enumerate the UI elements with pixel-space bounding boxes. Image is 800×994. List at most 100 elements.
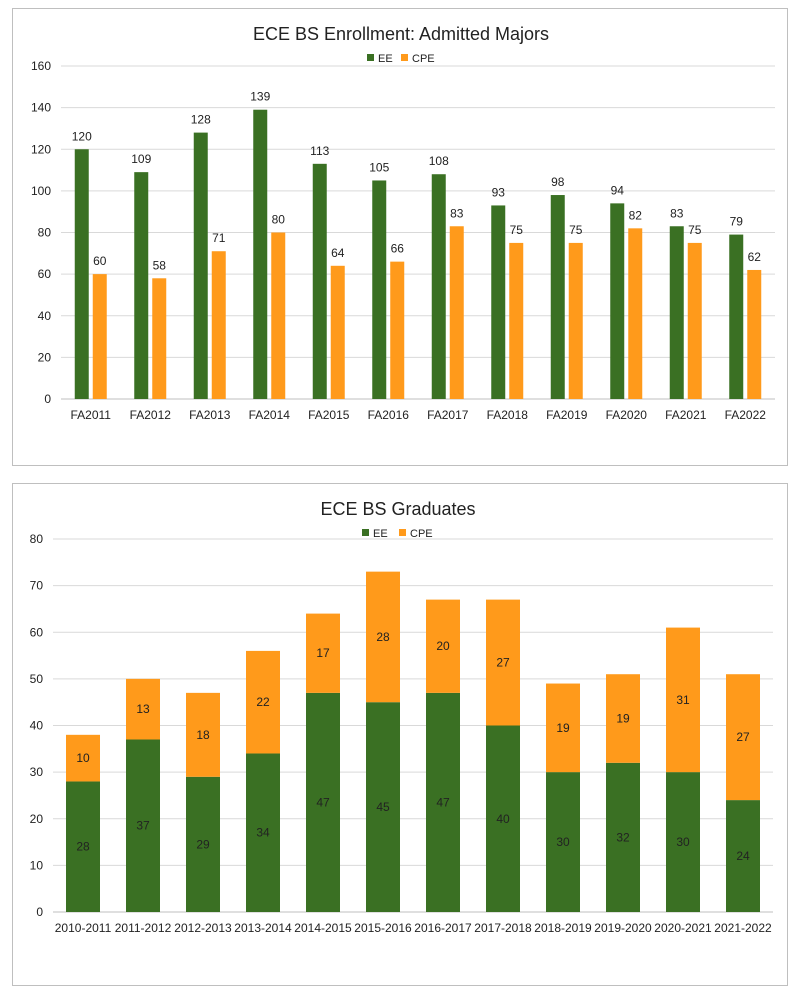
- bar-segment-ee: [66, 781, 100, 912]
- data-label-cpe: 13: [136, 702, 150, 716]
- bar-cpe: [330, 265, 345, 399]
- bar-segment-cpe: [666, 627, 700, 773]
- x-tick-label: 2013-2014: [234, 921, 292, 935]
- legend-label-ee: EE: [378, 53, 393, 65]
- y-tick-label: 20: [30, 812, 44, 826]
- data-label-ee: 109: [131, 152, 151, 166]
- legend-swatch-cpe: [401, 54, 408, 61]
- bar-segment-ee: [366, 702, 400, 912]
- data-label-ee: 30: [556, 835, 570, 849]
- bar-ee: [193, 132, 208, 399]
- data-label-ee: 98: [551, 175, 565, 189]
- data-label-ee: 28: [76, 840, 90, 854]
- bar-segment-cpe: [486, 599, 520, 726]
- data-label-cpe: 66: [391, 242, 405, 256]
- bar-ee: [610, 203, 625, 399]
- data-label-ee: 139: [250, 90, 270, 104]
- bar-segment-cpe: [246, 650, 280, 754]
- bar-segment-ee: [186, 776, 220, 912]
- data-label-cpe: 27: [736, 730, 750, 744]
- data-label-cpe: 83: [450, 206, 464, 220]
- x-tick-label: FA2013: [189, 408, 231, 422]
- y-tick-label: 40: [30, 719, 44, 733]
- data-label-cpe: 58: [153, 258, 167, 272]
- bar-segment-ee: [306, 692, 340, 912]
- bar-ee: [312, 163, 327, 399]
- data-label-ee: 113: [310, 144, 329, 158]
- bar-segment-ee: [126, 739, 160, 912]
- bar-ee: [74, 149, 89, 399]
- data-label-ee: 32: [616, 830, 630, 844]
- enrollment-chart-panel: ECE BS Enrollment: Admitted Majors EE CP…: [12, 8, 788, 466]
- data-label-ee: 45: [376, 800, 390, 814]
- data-label-ee: 34: [256, 826, 270, 840]
- bar-cpe: [390, 261, 405, 399]
- x-tick-label: FA2020: [606, 408, 648, 422]
- x-tick-label: 2017-2018: [474, 921, 532, 935]
- data-label-cpe: 82: [629, 208, 643, 222]
- y-tick-label: 160: [31, 59, 51, 73]
- data-label-ee: 30: [676, 835, 690, 849]
- chart-title: ECE BS Enrollment: Admitted Majors: [253, 24, 549, 44]
- bar-segment-cpe: [66, 734, 100, 782]
- legend-swatch-ee: [362, 529, 369, 536]
- data-label-cpe: 27: [496, 656, 510, 670]
- bar-segment-ee: [726, 800, 760, 912]
- bar-segment-ee: [606, 762, 640, 912]
- data-label-ee: 40: [496, 812, 510, 826]
- bar-segment-cpe: [426, 599, 460, 693]
- bar-segment-cpe: [186, 692, 220, 777]
- chart-title: ECE BS Graduates: [320, 499, 475, 519]
- x-tick-label: 2011-2012: [115, 921, 172, 935]
- data-label-ee: 128: [191, 113, 211, 127]
- y-tick-label: 50: [30, 672, 44, 686]
- bar-segment-cpe: [546, 683, 580, 773]
- x-tick-label: FA2019: [546, 408, 588, 422]
- bar-cpe: [152, 278, 167, 399]
- legend-label-cpe: CPE: [410, 528, 433, 540]
- bar-cpe: [628, 228, 643, 399]
- bar-ee: [491, 205, 506, 399]
- bar-segment-ee: [486, 725, 520, 912]
- data-label-cpe: 80: [272, 213, 286, 227]
- enrollment-chart: ECE BS Enrollment: Admitted Majors EE CP…: [31, 24, 775, 422]
- x-tick-label: 2019-2020: [594, 921, 652, 935]
- data-label-ee: 47: [316, 795, 330, 809]
- bar-ee: [253, 109, 268, 400]
- bar-ee: [550, 195, 565, 399]
- x-tick-label: 2020-2021: [654, 921, 712, 935]
- y-tick-label: 0: [44, 392, 51, 406]
- data-label-cpe: 31: [676, 693, 690, 707]
- y-tick-label: 120: [31, 142, 51, 156]
- graduates-chart: ECE BS Graduates EE CPE 0 10 20 30 40 50 60 70 8…: [30, 499, 773, 935]
- y-tick-label: 80: [30, 532, 44, 546]
- bar-cpe: [211, 251, 226, 399]
- data-label-cpe: 75: [688, 223, 702, 237]
- legend-label-cpe: CPE: [412, 53, 435, 65]
- bar-ee: [431, 174, 446, 399]
- y-tick-label: 100: [31, 184, 51, 198]
- data-label-cpe: 60: [93, 254, 107, 268]
- bar-segment-ee: [546, 772, 580, 912]
- data-label-cpe: 75: [569, 223, 583, 237]
- legend-swatch-ee: [367, 54, 374, 61]
- data-label-cpe: 28: [376, 630, 390, 644]
- data-label-ee: 79: [730, 215, 744, 229]
- plot-area: 0 10 20 30 40 50 60 70 80 2010-2011 28 10 2011-2012 3…: [30, 532, 773, 935]
- x-tick-label: FA2017: [427, 408, 469, 422]
- data-label-ee: 120: [72, 129, 92, 143]
- y-tick-label: 70: [30, 579, 44, 593]
- data-label-cpe: 18: [196, 728, 210, 742]
- plot-area: 0 20 40 60 80 100 120 140 160 FA2011 120 60 FA2012 10…: [31, 59, 775, 422]
- x-tick-label: FA2012: [130, 408, 172, 422]
- y-tick-label: 20: [38, 350, 52, 364]
- data-label-cpe: 19: [556, 721, 570, 735]
- y-tick-label: 80: [38, 226, 52, 240]
- data-label-ee: 108: [429, 154, 449, 168]
- x-tick-label: FA2018: [487, 408, 529, 422]
- x-tick-label: FA2016: [368, 408, 410, 422]
- bar-ee: [134, 172, 149, 399]
- data-label-ee: 47: [436, 795, 450, 809]
- data-label-ee: 37: [136, 819, 150, 833]
- bar-ee: [669, 226, 684, 399]
